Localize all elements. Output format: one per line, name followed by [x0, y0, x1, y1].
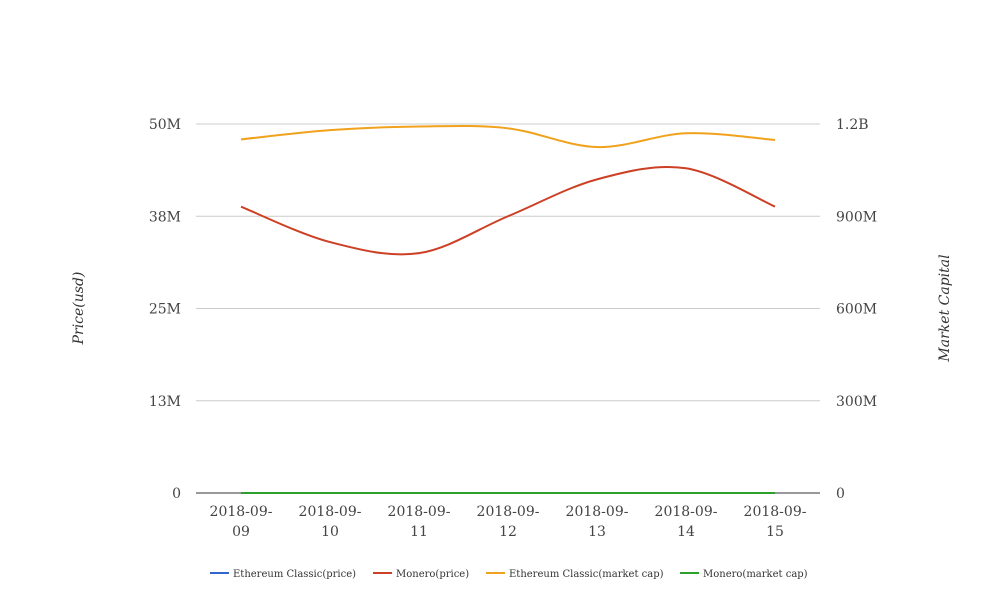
series-line-ethereum-classic-market-cap [240, 124, 776, 149]
x-tick-label-line: 2018-09- [566, 504, 629, 520]
x-tick-label: 2018-09- 10 [299, 504, 362, 540]
x-tick-label-line: 2018-09- [210, 504, 273, 520]
series-line-monero-price [240, 165, 776, 256]
x-tick-label-line: 2018-09- [388, 504, 451, 520]
x-tick-label-line: 2018-09- [477, 504, 540, 520]
left-y-tick-label: 50M [149, 117, 181, 133]
right-y-tick-label: 0 [836, 486, 845, 502]
x-tick-label: 2018-09- 11 [388, 504, 451, 540]
x-tick-label-line: 13 [588, 524, 606, 540]
x-tick-label-line: 12 [499, 524, 517, 540]
right-y-axis: 0 300M 600M 900M 1.2B [836, 117, 877, 502]
x-tick-label-line: 15 [766, 524, 784, 540]
x-tick-label-line: 14 [677, 524, 695, 540]
legend-label: Ethereum Classic(market cap) [509, 569, 664, 580]
legend-label: Monero(price) [396, 569, 469, 580]
right-axis-title: Market Capital [937, 254, 953, 362]
x-tick-label-line: 09 [232, 524, 250, 540]
legend: Ethereum Classic(price) Monero(price) Ethe… [210, 569, 808, 580]
x-tick-label: 2018-09- 14 [655, 504, 718, 540]
legend-item-ethereum-classic-market-cap: Ethereum Classic(market cap) [486, 569, 664, 580]
left-y-tick-label: 13M [149, 394, 181, 410]
x-tick-label-line: 2018-09- [655, 504, 718, 520]
x-tick-label: 2018-09- 13 [566, 504, 629, 540]
x-tick-label-line: 11 [410, 524, 428, 540]
x-tick-label: 2018-09- 15 [744, 504, 807, 540]
legend-item-monero-price: Monero(price) [373, 569, 469, 580]
left-y-axis: 0 13M 25M 38M 50M [149, 117, 181, 502]
legend-label: Ethereum Classic(price) [233, 569, 356, 580]
series-lines [240, 124, 776, 495]
right-y-tick-label: 600M [836, 302, 877, 318]
x-tick-label-line: 2018-09- [744, 504, 807, 520]
x-axis: 2018-09- 09 2018-09- 10 2018-09- 11 2018-09- 12… [210, 504, 807, 540]
left-y-tick-label: 0 [172, 486, 181, 502]
left-y-tick-label: 25M [149, 302, 181, 318]
x-tick-label: 2018-09- 09 [210, 504, 273, 540]
left-axis-title: Price(usd) [71, 272, 87, 346]
x-tick-label-line: 2018-09- [299, 504, 362, 520]
right-y-tick-label: 300M [836, 394, 877, 410]
legend-item-ethereum-classic-price: Ethereum Classic(price) [210, 569, 356, 580]
left-y-tick-label: 38M [149, 209, 181, 225]
x-tick-label: 2018-09- 12 [477, 504, 540, 540]
gridlines [196, 123, 820, 494]
legend-label: Monero(market cap) [703, 569, 808, 580]
legend-item-monero-market-cap: Monero(market cap) [680, 569, 808, 580]
right-y-tick-label: 900M [836, 209, 877, 225]
right-y-tick-label: 1.2B [836, 117, 869, 133]
x-tick-label-line: 10 [321, 524, 339, 540]
